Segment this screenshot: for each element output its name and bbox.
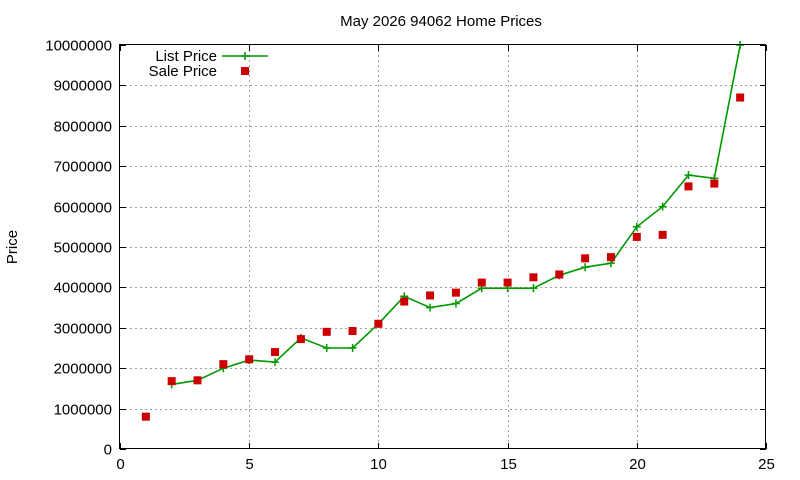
x-tick-label: 20 bbox=[629, 456, 646, 473]
y-tick-label: 1000000 bbox=[54, 402, 112, 419]
sale-price-point bbox=[296, 335, 305, 344]
sale-price-point bbox=[271, 348, 280, 357]
y-tick-label: 2000000 bbox=[54, 361, 112, 378]
y-tick-label: 9000000 bbox=[54, 78, 112, 95]
y-tick-label: 4000000 bbox=[54, 280, 112, 297]
sale-price-point bbox=[400, 297, 409, 306]
list-price-point bbox=[581, 263, 590, 272]
list-price-point bbox=[529, 284, 538, 293]
y-tick-label: 10000000 bbox=[45, 38, 112, 55]
sale-price-point bbox=[632, 232, 641, 241]
list-price-point bbox=[271, 358, 280, 367]
sale-price-point bbox=[710, 179, 719, 188]
legend-marker-sale-price bbox=[241, 67, 249, 75]
sale-price-point bbox=[219, 360, 228, 369]
sale-price-point bbox=[529, 273, 538, 282]
y-tick-label: 3000000 bbox=[54, 321, 112, 338]
y-tick-label: 6000000 bbox=[54, 200, 112, 217]
legend-label-sale-price: Sale Price bbox=[149, 63, 217, 80]
sale-price-point bbox=[374, 319, 383, 328]
sale-price-point bbox=[555, 270, 564, 279]
y-tick-label: 0 bbox=[104, 442, 112, 459]
axis-ticks: 0 5 10 15 20 25 0 1000000 2000000 3000000 4000000 5… bbox=[45, 38, 775, 474]
sale-price-point bbox=[658, 230, 667, 239]
x-tick-label: 25 bbox=[758, 456, 775, 473]
sale-price-point bbox=[141, 412, 150, 421]
y-tick-label: 5000000 bbox=[54, 240, 112, 257]
sale-price-point bbox=[426, 291, 435, 300]
sale-price-point bbox=[477, 278, 486, 287]
list-price-point bbox=[658, 202, 667, 211]
legend-label-list-price: List Price bbox=[155, 48, 217, 65]
list-price-point bbox=[426, 303, 435, 312]
plot-data bbox=[141, 41, 745, 421]
sale-price-point bbox=[581, 254, 590, 263]
sale-price-point bbox=[606, 253, 615, 262]
list-price-point bbox=[322, 344, 331, 352]
x-tick-label: 15 bbox=[500, 456, 517, 473]
x-tick-label: 0 bbox=[116, 456, 124, 473]
y-tick-label: 8000000 bbox=[54, 119, 112, 136]
sale-price-point bbox=[348, 327, 357, 336]
sale-price-point bbox=[193, 376, 202, 385]
legend: List Price Sale Price bbox=[149, 48, 268, 80]
legend-marker-list-price bbox=[241, 52, 249, 60]
chart-title: May 2026 94062 Home Prices bbox=[340, 13, 542, 30]
sale-price-point bbox=[451, 288, 460, 297]
list-price-line bbox=[171, 44, 741, 386]
list-price-point bbox=[684, 171, 693, 180]
y-axis-label: Price bbox=[4, 230, 21, 264]
sale-price-point bbox=[684, 182, 693, 191]
list-price-point bbox=[348, 344, 357, 352]
sale-price-point bbox=[322, 327, 331, 336]
x-tick-label: 5 bbox=[245, 456, 253, 473]
sale-price-point bbox=[245, 355, 254, 364]
list-price-point bbox=[451, 299, 460, 308]
sale-price-point bbox=[736, 93, 745, 102]
sale-price-point bbox=[167, 377, 176, 386]
plot-frame bbox=[119, 44, 766, 449]
list-price-point bbox=[632, 222, 641, 231]
x-tick-label: 10 bbox=[370, 456, 387, 473]
y-tick-label: 7000000 bbox=[54, 159, 112, 176]
sale-price-point bbox=[503, 278, 512, 287]
grid bbox=[120, 45, 766, 449]
